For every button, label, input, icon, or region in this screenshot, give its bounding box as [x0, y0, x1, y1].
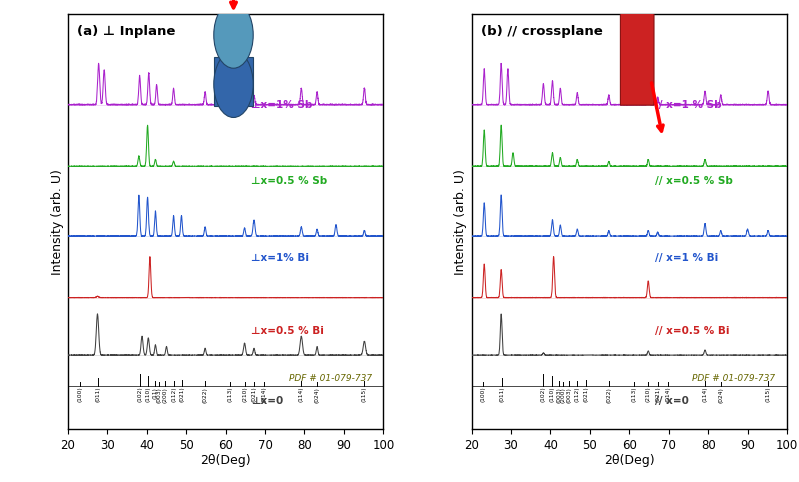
- Text: (021): (021): [655, 387, 660, 402]
- Ellipse shape: [214, 51, 253, 118]
- Text: PDF # 01-079-737: PDF # 01-079-737: [693, 375, 776, 383]
- Text: (021): (021): [180, 387, 185, 402]
- Text: (100): (100): [78, 387, 82, 402]
- Text: (024): (024): [718, 387, 723, 402]
- Text: (110): (110): [146, 387, 151, 402]
- Text: (210): (210): [242, 387, 247, 402]
- Text: PDF # 01-079-737: PDF # 01-079-737: [288, 375, 372, 383]
- Text: // x=0: // x=0: [654, 396, 689, 406]
- Text: (011): (011): [95, 387, 101, 402]
- Text: (210): (210): [646, 387, 650, 402]
- Text: ⊥x=0.5 % Bi: ⊥x=0.5 % Bi: [251, 326, 324, 336]
- Text: ⊥x=1% Bi: ⊥x=1% Bi: [251, 253, 309, 263]
- Text: // x=1 % Sb: // x=1 % Sb: [654, 100, 721, 110]
- Text: (022): (022): [606, 387, 611, 402]
- Text: ⊥x=1% Sb: ⊥x=1% Sb: [251, 100, 312, 110]
- Text: (115): (115): [362, 387, 367, 402]
- FancyBboxPatch shape: [620, 0, 654, 105]
- Y-axis label: Intensity (arb. U): Intensity (arb. U): [51, 169, 64, 275]
- Text: (024): (024): [315, 387, 320, 402]
- Text: (112): (112): [171, 387, 176, 402]
- Y-axis label: Intensity (arb. U): Intensity (arb. U): [455, 169, 467, 275]
- Text: (114): (114): [299, 387, 304, 402]
- Text: (a) ⊥ Inplane: (a) ⊥ Inplane: [78, 25, 176, 38]
- Text: (102): (102): [541, 387, 546, 402]
- Text: // x=1 % Bi: // x=1 % Bi: [654, 253, 718, 263]
- Text: ⊥x=0.5 % Sb: ⊥x=0.5 % Sb: [251, 176, 327, 187]
- Text: (014): (014): [262, 387, 267, 402]
- Text: (003): (003): [557, 387, 562, 402]
- Text: (021): (021): [583, 387, 588, 402]
- Text: (102): (102): [137, 387, 142, 402]
- Text: ⊥x=0: ⊥x=0: [251, 396, 283, 406]
- Text: (113): (113): [228, 387, 233, 402]
- Text: (100): (100): [481, 387, 486, 402]
- Text: (022): (022): [203, 387, 208, 402]
- Ellipse shape: [214, 2, 253, 68]
- Text: (115): (115): [765, 387, 770, 402]
- Text: (011): (011): [499, 387, 504, 402]
- X-axis label: 2θ(Deg): 2θ(Deg): [201, 455, 251, 468]
- Text: (003): (003): [566, 387, 571, 402]
- Text: // x=0.5 % Bi: // x=0.5 % Bi: [654, 326, 729, 336]
- Text: (021): (021): [252, 387, 256, 402]
- X-axis label: 2θ(Deg): 2θ(Deg): [604, 455, 654, 468]
- Text: (014): (014): [666, 387, 670, 402]
- Text: (b) // crossplane: (b) // crossplane: [481, 25, 602, 38]
- FancyBboxPatch shape: [214, 57, 253, 107]
- Text: (200): (200): [162, 387, 168, 402]
- Text: (110): (110): [550, 387, 555, 402]
- Text: // x=0.5 % Sb: // x=0.5 % Sb: [654, 176, 733, 187]
- Text: (003): (003): [157, 387, 162, 402]
- Text: (112): (112): [574, 387, 580, 402]
- Text: (114): (114): [702, 387, 707, 402]
- Text: (11): (11): [153, 387, 158, 399]
- Text: (200): (200): [561, 387, 566, 402]
- Text: (113): (113): [631, 387, 637, 402]
